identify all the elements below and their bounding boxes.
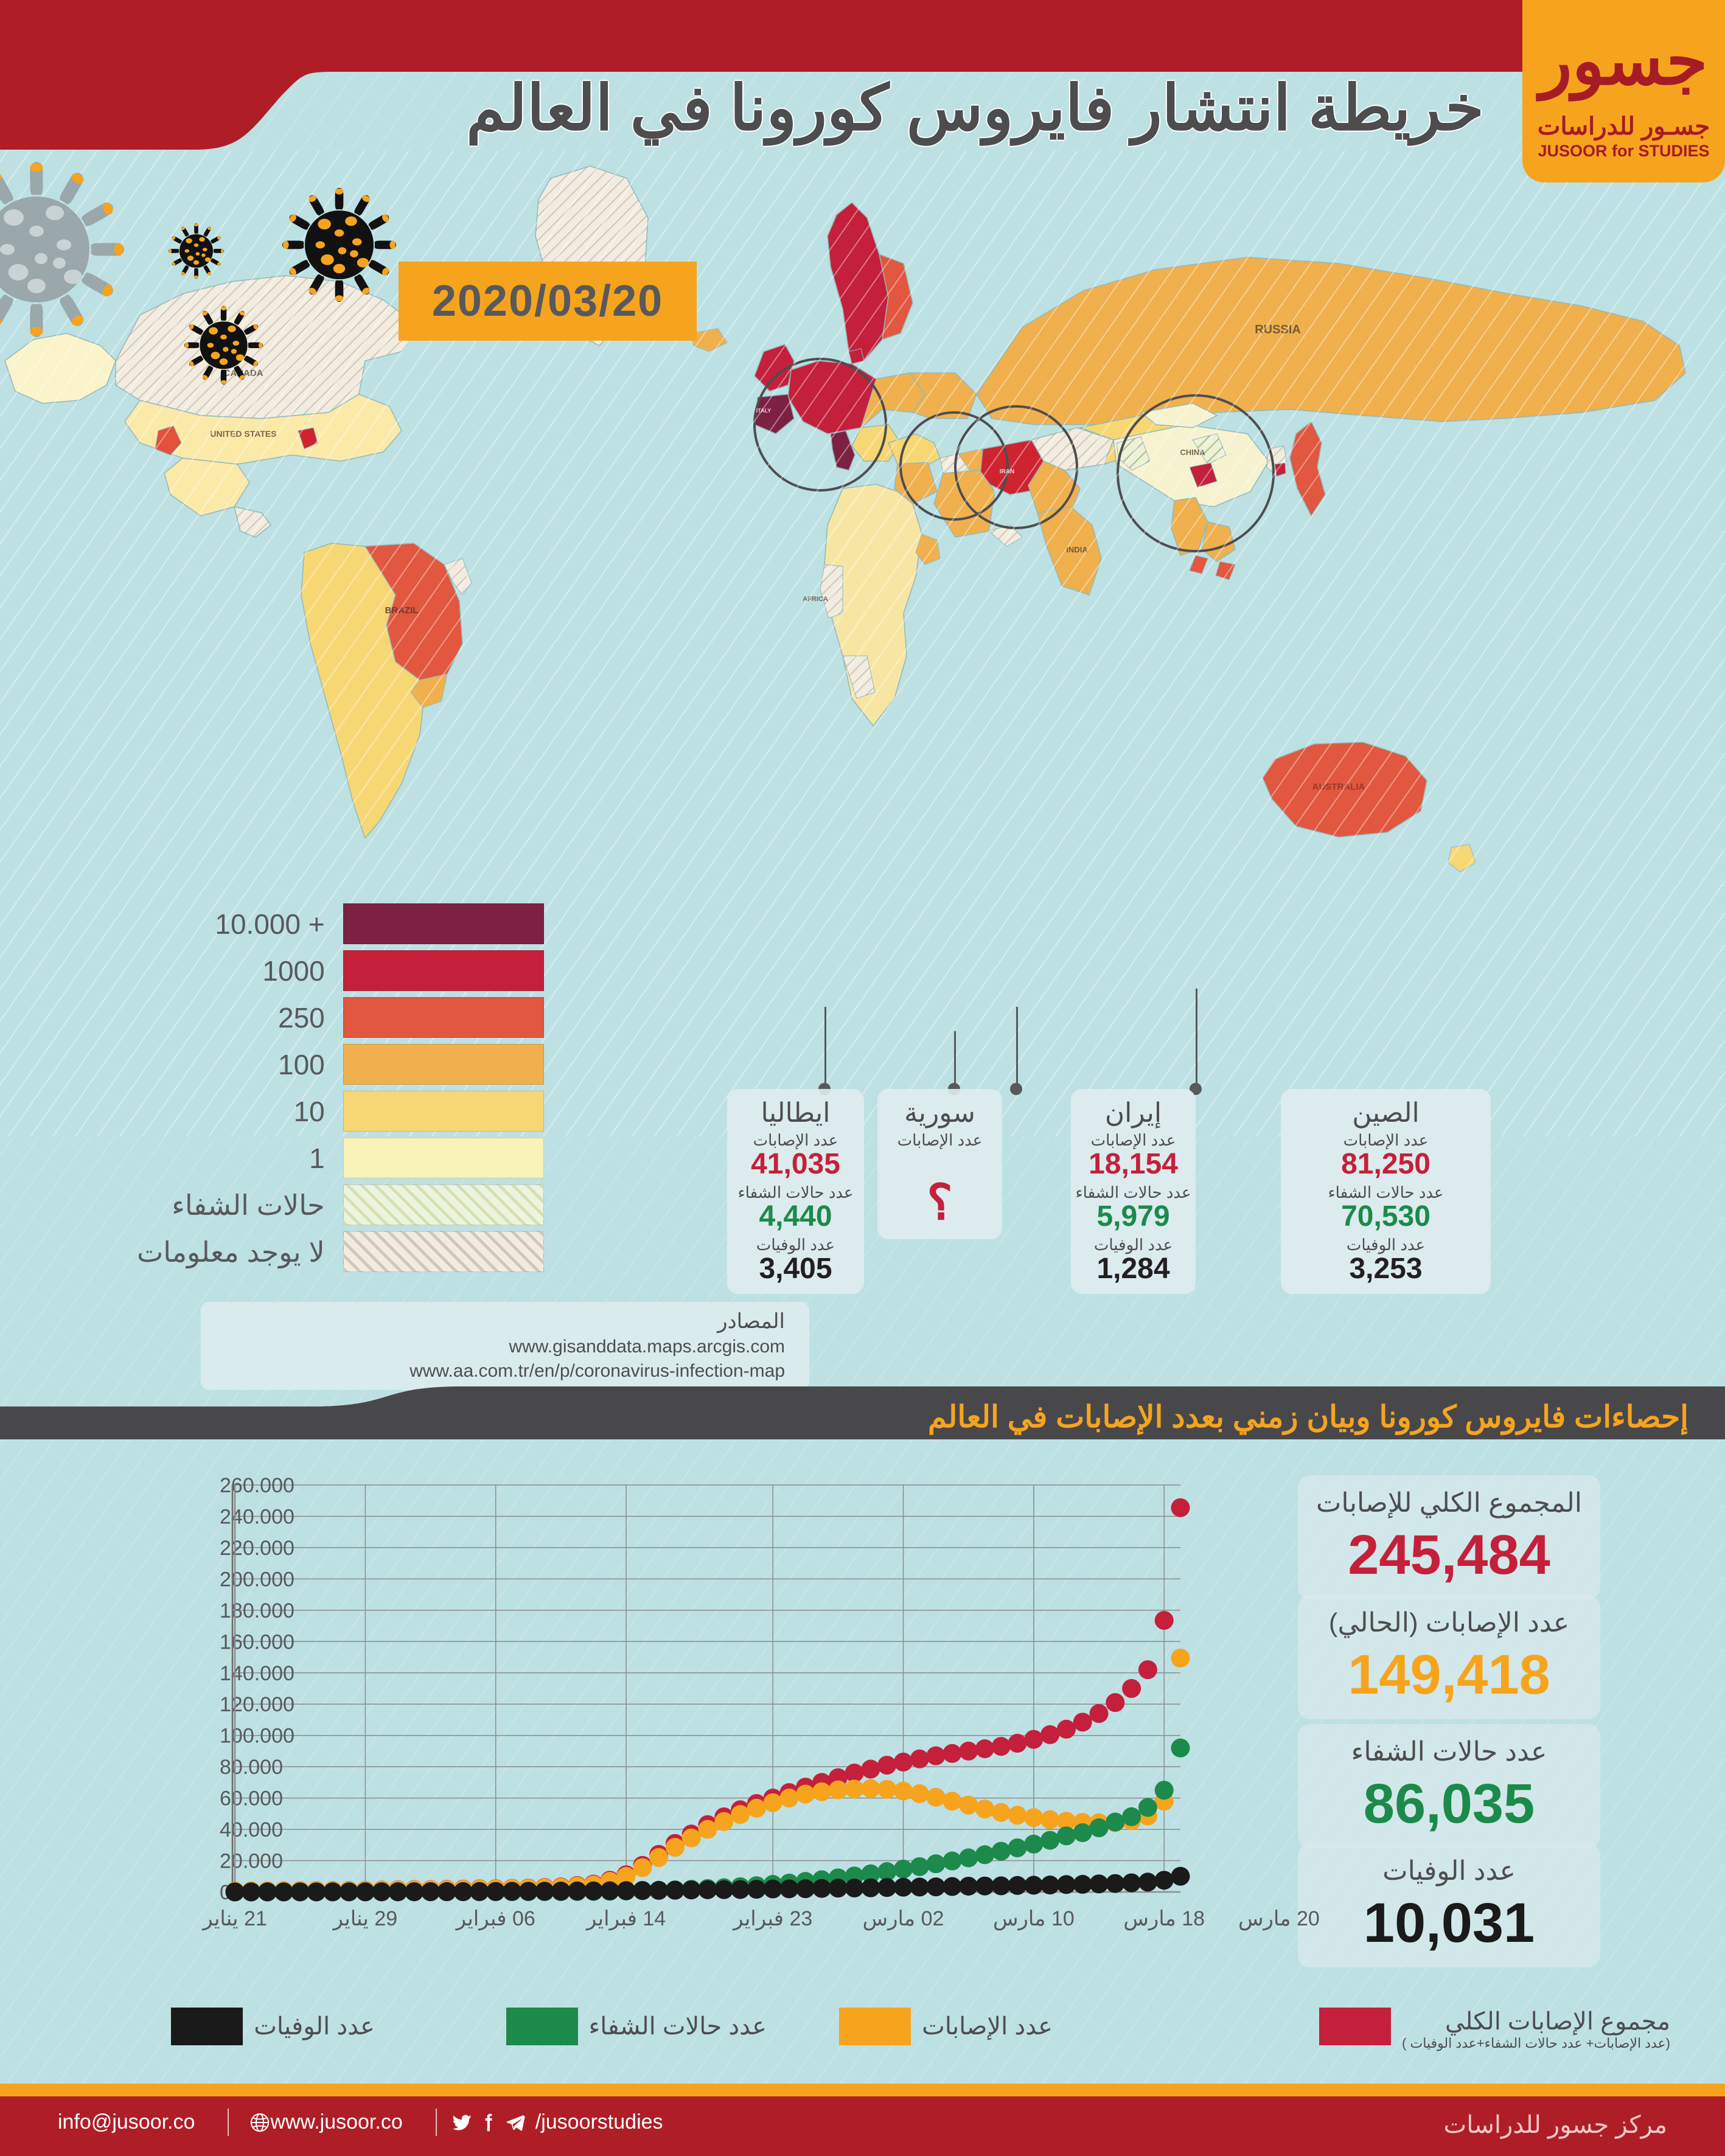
svg-text:29 يناير: 29 يناير (332, 1907, 398, 1931)
svg-text:جسور: جسور (1535, 24, 1707, 102)
svg-text:100.000: 100.000 (220, 1725, 294, 1748)
svg-text:140.000: 140.000 (220, 1662, 294, 1685)
svg-text:10 مارس: 10 مارس (993, 1907, 1075, 1931)
svg-text:200.000: 200.000 (220, 1568, 294, 1591)
svg-text:240.000: 240.000 (220, 1505, 294, 1528)
svg-text:23 فبراير: 23 فبراير (732, 1907, 812, 1931)
svg-text:14 فبراير: 14 فبراير (585, 1907, 666, 1931)
svg-text:120.000: 120.000 (220, 1693, 294, 1716)
svg-text:260.000: 260.000 (220, 1474, 294, 1497)
svg-text:220.000: 220.000 (220, 1537, 294, 1560)
svg-text:20 مارس: 20 مارس (1238, 1907, 1320, 1931)
svg-text:80.000: 80.000 (220, 1756, 283, 1779)
svg-text:180.000: 180.000 (220, 1599, 294, 1622)
svg-text:20.000: 20.000 (220, 1850, 283, 1873)
svg-text:40.000: 40.000 (220, 1818, 283, 1841)
svg-text:18 مارس: 18 مارس (1123, 1907, 1205, 1931)
svg-text:02 مارس: 02 مارس (863, 1907, 944, 1931)
svg-text:06 فبراير: 06 فبراير (455, 1907, 535, 1931)
svg-text:160.000: 160.000 (220, 1630, 294, 1654)
svg-text:60.000: 60.000 (220, 1787, 283, 1810)
svg-text:21 يناير: 21 يناير (201, 1907, 267, 1931)
